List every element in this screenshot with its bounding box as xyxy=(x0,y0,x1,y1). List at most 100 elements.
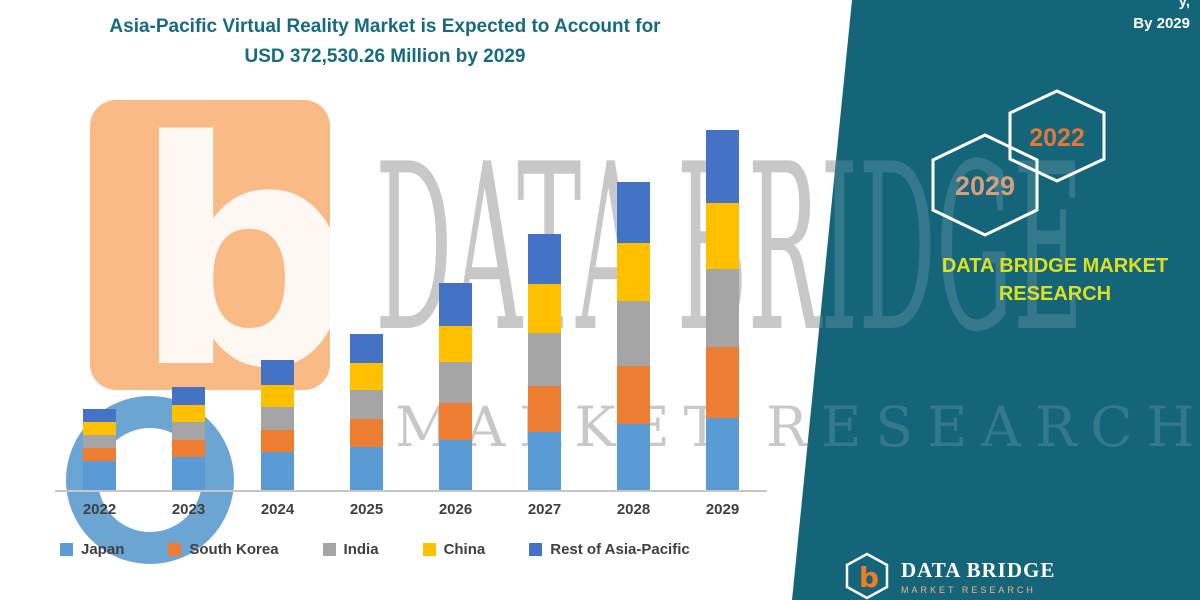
bar-segment-japan xyxy=(350,446,383,490)
bar-segment-south-korea xyxy=(350,419,383,447)
bar-stack-2028 xyxy=(617,181,650,490)
legend-item-india: India xyxy=(322,541,379,558)
bar-segment-japan xyxy=(439,439,472,490)
bar-column-2027: 2027 xyxy=(500,130,589,518)
bar-segment-japan xyxy=(83,461,116,490)
legend-swatch-rest-of-asia-pacific xyxy=(529,543,543,556)
footer-logo-letter: b xyxy=(859,561,879,594)
x-axis-label-2028: 2028 xyxy=(616,501,651,518)
bar-segment-india xyxy=(261,406,294,431)
bar-segment-china xyxy=(261,384,294,407)
x-axis-label-2023: 2023 xyxy=(171,501,206,518)
bar-stack-2025 xyxy=(350,334,383,490)
bar-stack-wrap xyxy=(350,130,383,490)
legend-label-india: India xyxy=(343,541,379,558)
databridge-logo-watermark: b xyxy=(66,95,345,564)
footer-logo-icon: b xyxy=(845,552,889,600)
bar-stack-wrap xyxy=(83,130,116,490)
bar-segment-rest-of-asia-pacific xyxy=(261,359,294,385)
x-axis-label-2024: 2024 xyxy=(260,501,295,518)
legend-item-south-korea: South Korea xyxy=(168,541,279,558)
bar-segment-south-korea xyxy=(172,439,205,458)
bar-segment-china xyxy=(528,284,561,333)
title-line2: USD 372,530.26 Million by 2029 xyxy=(244,46,526,67)
hexagon-2029-label: 2029 xyxy=(955,171,1015,201)
chart: 2022 2023 2024 2025 2026 2027 2028 2029 xyxy=(55,130,767,518)
brand-line2: RESEARCH xyxy=(998,283,1112,305)
hexagon-2022-outline xyxy=(1008,89,1106,183)
bar-stack-2026 xyxy=(439,283,472,490)
bar-segment-india xyxy=(172,422,205,440)
hexagon-2022-label: 2022 xyxy=(1029,124,1085,152)
top-right-line2: By 2029 xyxy=(1133,15,1190,32)
bar-segment-south-korea xyxy=(83,447,116,462)
bar-segment-china xyxy=(617,242,650,301)
bar-segment-rest-of-asia-pacific xyxy=(83,409,116,423)
brand-text: DATA BRIDGE MARKET RESEARCH xyxy=(905,252,1200,308)
legend-label-south-korea: South Korea xyxy=(189,541,279,558)
bar-stack-wrap xyxy=(706,130,739,490)
bar-column-2029: 2029 xyxy=(678,130,767,518)
bar-segment-china xyxy=(439,325,472,363)
bar-stack-2022 xyxy=(83,409,116,490)
legend-label-rest-of-asia-pacific: Rest of Asia-Pacific xyxy=(550,541,690,558)
footer-logo: b DATA BRIDGE MARKET RESEARCH xyxy=(843,552,1055,600)
bar-segment-china xyxy=(172,404,205,423)
bar-column-2028: 2028 xyxy=(589,130,678,518)
bar-segment-japan xyxy=(528,432,561,490)
bar-segment-south-korea xyxy=(617,366,650,425)
top-right-line1: y, xyxy=(1178,0,1190,10)
footer-logo-text: DATA BRIDGE MARKET RESEARCH xyxy=(901,558,1055,595)
bar-segment-south-korea xyxy=(439,403,472,440)
bar-segment-rest-of-asia-pacific xyxy=(439,283,472,326)
bar-segment-rest-of-asia-pacific xyxy=(350,334,383,364)
bar-segment-india xyxy=(617,300,650,367)
legend-swatch-india xyxy=(322,543,336,556)
bar-segment-japan xyxy=(172,457,205,490)
bar-segment-india xyxy=(350,390,383,420)
brand-line1: DATA BRIDGE MARKET xyxy=(941,255,1169,277)
logo-letter: b xyxy=(133,95,345,437)
logo-ring xyxy=(66,396,234,564)
legend-item-china: China xyxy=(422,541,486,558)
bar-segment-rest-of-asia-pacific xyxy=(172,386,205,405)
footer-logo-name: DATA BRIDGE xyxy=(901,557,1056,582)
x-axis-label-2022: 2022 xyxy=(82,501,117,518)
bar-segment-south-korea xyxy=(706,347,739,418)
bar-stack-wrap xyxy=(172,130,205,490)
bar-column-2025: 2025 xyxy=(322,130,411,518)
footer-logo-subname: MARKET RESEARCH xyxy=(901,584,1036,595)
footer-hexagon-outline xyxy=(845,552,889,600)
x-axis-label-2026: 2026 xyxy=(438,501,473,518)
bar-stack-2029 xyxy=(706,130,739,490)
x-axis-label-2025: 2025 xyxy=(349,501,384,518)
bar-segment-india xyxy=(439,362,472,404)
legend-label-china: China xyxy=(443,541,486,558)
bar-stack-wrap xyxy=(528,130,561,490)
x-axis-line xyxy=(55,490,767,492)
bar-chart: 2022 2023 2024 2025 2026 2027 2028 2029 xyxy=(55,130,767,518)
bar-stack-wrap xyxy=(439,130,472,490)
legend-swatch-japan xyxy=(60,543,73,556)
legend: Japan South Korea India China Rest of Asia-P… xyxy=(60,541,690,558)
legend-label-japan: Japan xyxy=(81,541,125,558)
bar-segment-japan xyxy=(261,452,294,490)
bar-segment-china xyxy=(706,202,739,269)
bar-segment-china xyxy=(83,422,116,435)
bar-stack-2027 xyxy=(528,233,561,490)
bar-column-2024: 2024 xyxy=(233,130,322,518)
bar-segment-south-korea xyxy=(261,430,294,453)
bar-stack-wrap xyxy=(261,130,294,490)
hexagon-badges: 2029 2022 xyxy=(931,89,1106,237)
logo-square xyxy=(90,100,330,390)
bar-segment-japan xyxy=(617,424,650,490)
top-right-text: y, By 2029 xyxy=(1133,0,1190,35)
bar-segment-rest-of-asia-pacific xyxy=(706,130,739,203)
bar-stack-2024 xyxy=(261,359,294,490)
bar-segment-india xyxy=(83,434,116,448)
bar-segment-india xyxy=(528,332,561,386)
bar-segment-rest-of-asia-pacific xyxy=(617,181,650,243)
legend-swatch-china xyxy=(422,543,436,556)
